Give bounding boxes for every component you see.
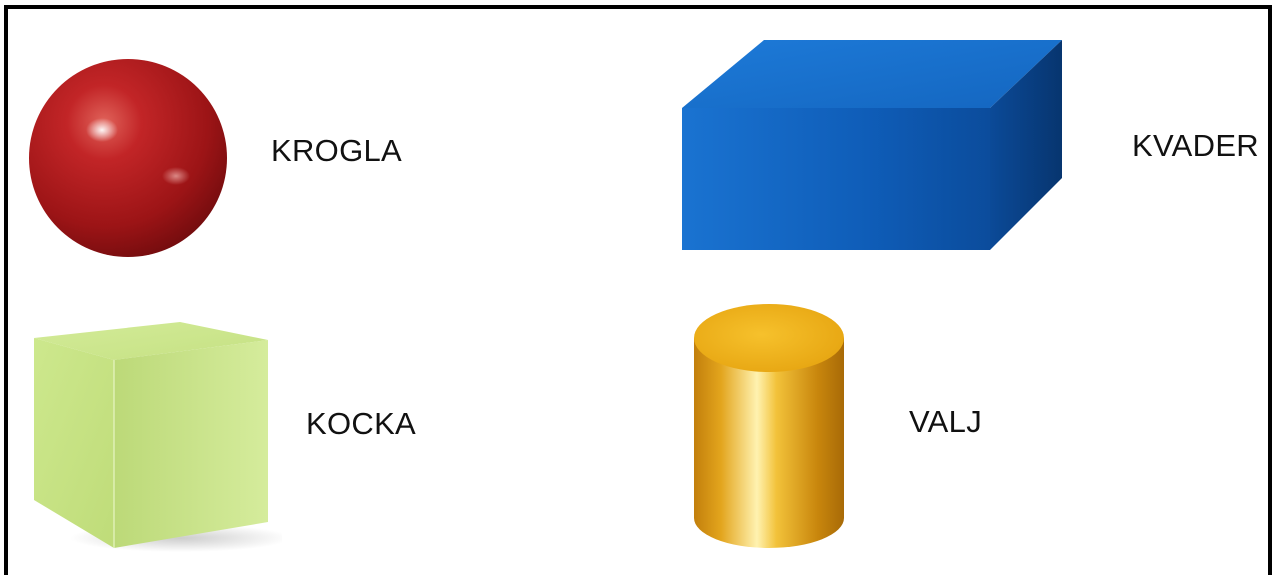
cuboid-label: KVADER [1132, 128, 1259, 163]
sphere-label: KROGLA [271, 133, 403, 168]
cube-icon [34, 322, 282, 552]
cylinder-label: VALJ [909, 404, 982, 439]
sphere-icon [29, 59, 227, 257]
cube-label: KOCKA [306, 406, 417, 441]
cuboid-icon [682, 40, 1062, 250]
cylinder-icon [694, 304, 844, 548]
